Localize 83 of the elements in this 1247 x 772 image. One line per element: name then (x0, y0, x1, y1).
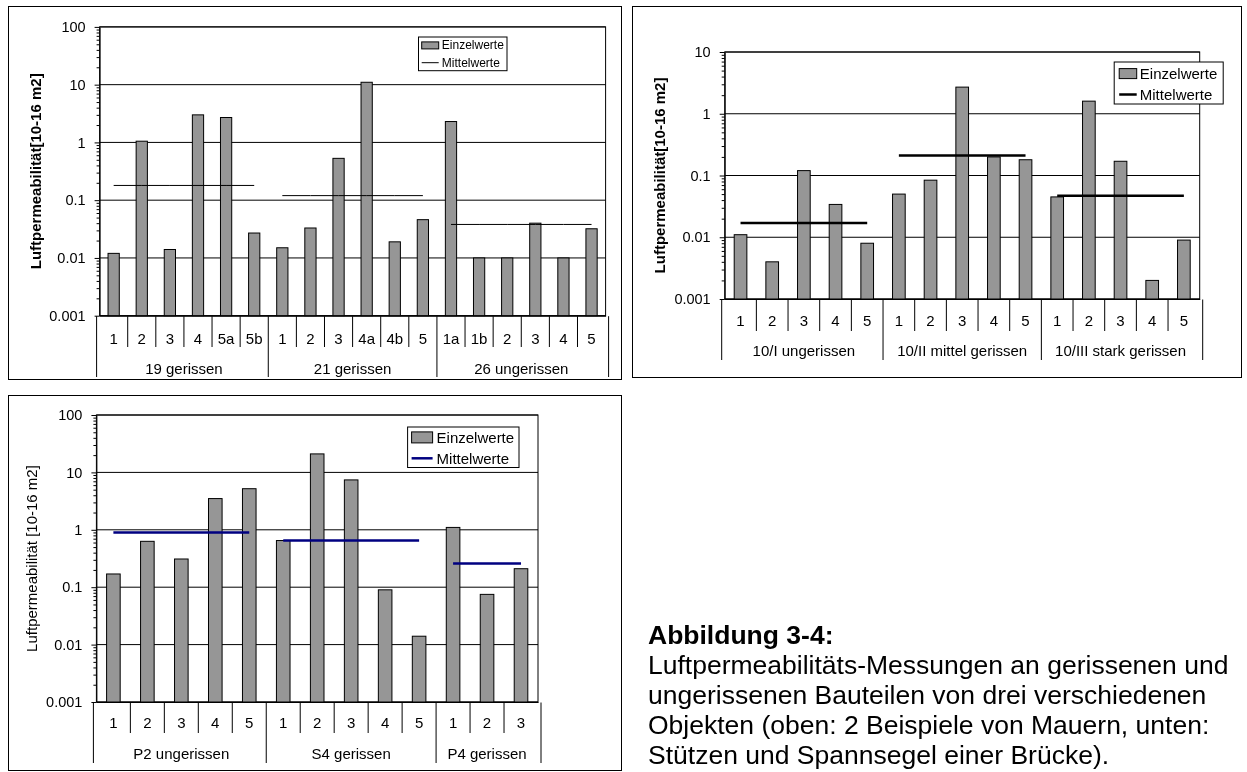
y-tick-label: 0.01 (54, 636, 83, 653)
y-tick-label: 0.01 (682, 229, 711, 246)
text: P4 gerissen (447, 745, 527, 762)
x-tick-label: 5 (418, 329, 428, 347)
legend-label: Mittelwerte (1139, 86, 1213, 103)
y-tick-label: 0.001 (46, 694, 83, 711)
x-tick-label: 3 (177, 714, 186, 732)
y-axis-title: Luftpermeabilität [10-16 m2] (22, 465, 40, 652)
y-tick-label: 0.1 (65, 192, 86, 209)
x-tick-label: 2 (313, 714, 322, 732)
x-tick-label: 3 (334, 329, 343, 347)
legend-label: Mittelwerte (441, 55, 501, 70)
y-axis-title: Luftpermeabilität[10-16 m2] (650, 77, 668, 274)
x-tick-label: 3 (516, 714, 526, 732)
x-tick-label: 3 (958, 312, 967, 330)
legend-label: Mittelwerte (436, 449, 510, 467)
x-tick-label: 3 (165, 329, 175, 347)
x-tick-label: 3 (347, 714, 356, 732)
y-tick-label: 10 (694, 44, 711, 61)
x-tick-label: 1 (109, 329, 118, 347)
x-tick-label: 5b (245, 329, 263, 347)
text: P2 ungerissen (133, 745, 230, 762)
x-tick-label: 4 (989, 312, 999, 330)
x-tick-label: 1 (1053, 312, 1062, 330)
x-tick-label: 4 (559, 329, 568, 347)
text: 21 gerissen (313, 359, 392, 377)
x-tick-label: 2 (306, 329, 315, 347)
y-tick-label: 100 (61, 19, 86, 36)
legend-label: Einzelwerte (436, 428, 515, 446)
x-tick-label: 5 (245, 714, 254, 732)
x-tick-label: 3 (1116, 312, 1125, 330)
text: Abbildung 3-4: (648, 620, 834, 650)
text: 10/III stark gerissen (1055, 341, 1186, 359)
y-tick-label: 0.1 (690, 167, 711, 184)
x-tick-label: 2 (926, 312, 935, 330)
x-tick-label: 1b (470, 329, 488, 347)
y-tick-label: 1 (77, 134, 86, 151)
x-tick-label: 1 (894, 312, 904, 330)
y-tick-label: 0.001 (674, 291, 711, 308)
text: 10/I ungerissen (752, 341, 856, 359)
x-tick-label: 4a (358, 329, 376, 347)
x-tick-label: 2 (143, 714, 152, 732)
legend-label: Einzelwerte (1139, 65, 1218, 83)
x-tick-label: 1 (736, 312, 745, 330)
x-tick-label: 2 (768, 312, 777, 330)
legend-label: Einzelwerte (441, 38, 505, 53)
y-tick-label: 100 (58, 407, 83, 424)
y-tick-label: 0.01 (57, 250, 86, 267)
x-tick-label: 1 (109, 714, 118, 732)
x-tick-label: 1 (278, 329, 287, 347)
x-tick-label: 4 (211, 714, 220, 732)
x-tick-label: 4 (1148, 312, 1157, 330)
y-tick-label: 1 (702, 105, 711, 122)
x-tick-label: 3 (799, 312, 809, 330)
text: 19 gerissen (145, 359, 223, 377)
x-tick-label: 5 (863, 312, 872, 330)
x-tick-label: 2 (137, 329, 146, 347)
text: 10/II mittel gerissen (897, 341, 1028, 359)
x-tick-label: 4b (386, 329, 404, 347)
x-tick-label: 2 (482, 714, 492, 732)
y-tick-label: 10 (66, 464, 83, 481)
y-tick-label: 0.001 (49, 307, 86, 324)
x-tick-label: 1a (442, 329, 460, 347)
x-tick-label: 5 (414, 714, 424, 732)
text: 26 ungerissen (474, 359, 569, 377)
x-tick-label: 5 (587, 329, 596, 347)
x-tick-label: 4 (831, 312, 840, 330)
x-tick-label: 1 (448, 714, 458, 732)
x-tick-label: 2 (1084, 312, 1094, 330)
x-tick-label: 5 (1179, 312, 1189, 330)
x-tick-label: 3 (531, 329, 540, 347)
text: Luftpermeabilitäts-Messungen an gerissenen und ungerissenen Bauteilen von drei verschiedenen Objekten (oben: 2 Beispiele von Mauern, unten: Stützen und Spannsegel einer Brücke). (648, 650, 1229, 770)
x-tick-label: 5a (217, 329, 236, 347)
y-tick-label: 1 (74, 521, 83, 538)
x-tick-label: 1 (279, 714, 288, 732)
y-tick-label: 10 (69, 76, 86, 93)
x-tick-label: 4 (380, 714, 390, 732)
y-axis-title: Luftpermeabilität[10-16 m2] (26, 73, 44, 270)
text: S4 gerissen (311, 745, 391, 762)
x-tick-label: 5 (1021, 312, 1030, 330)
y-tick-label: 0.1 (62, 579, 83, 596)
x-tick-label: 4 (193, 329, 203, 347)
x-tick-label: 2 (503, 329, 512, 347)
